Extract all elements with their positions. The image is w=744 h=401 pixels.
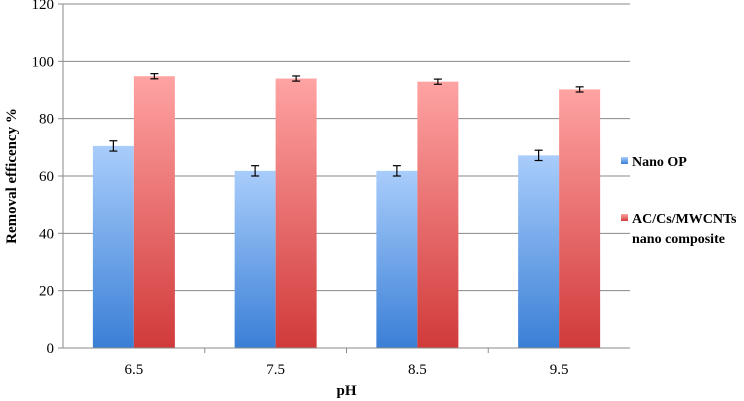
x-tick-labels: 6.5 7.5 8.5 9.5 [125,362,569,378]
legend-label-nano-op: Nano OP [632,155,687,170]
y-axis-title: Removal efficency % [4,108,20,244]
axes [62,4,630,353]
y-tick-label: 0 [47,341,55,357]
x-tick-label: 8.5 [408,362,427,378]
bar-series0-7.5 [234,170,276,348]
bar-series0-6.5 [92,145,134,348]
y-tick-labels: 0 20 40 60 80 100 120 [32,0,55,357]
bars [92,76,601,349]
bar-series1-9.5 [559,89,601,348]
x-tick-label: 6.5 [125,362,144,378]
y-tick-label: 120 [32,0,55,13]
error-bars [109,73,584,177]
x-tick-label: 9.5 [550,362,569,378]
legend-swatch-nano-op [621,157,628,164]
legend: Nano OP AC/Cs/MWCNTs nano composite [621,155,737,247]
x-tick-label: 7.5 [266,362,285,378]
bar-series0-8.5 [376,170,418,348]
x-axis-title: pH [336,383,356,399]
y-tick-label: 80 [39,112,54,128]
legend-label-nanocomposite-line1: AC/Cs/MWCNTs [632,212,737,227]
legend-swatch-nanocomposite [621,214,628,221]
bar-series0-9.5 [518,155,560,348]
bar-series1-6.5 [133,76,175,349]
y-tick-label: 40 [39,226,54,242]
bar-series1-7.5 [275,78,317,349]
y-tick-label: 60 [39,169,54,185]
bar-series1-8.5 [417,81,459,348]
legend-label-nanocomposite-line2: nano composite [632,232,725,247]
y-tick-label: 20 [39,284,54,300]
y-tick-label: 100 [32,54,55,70]
